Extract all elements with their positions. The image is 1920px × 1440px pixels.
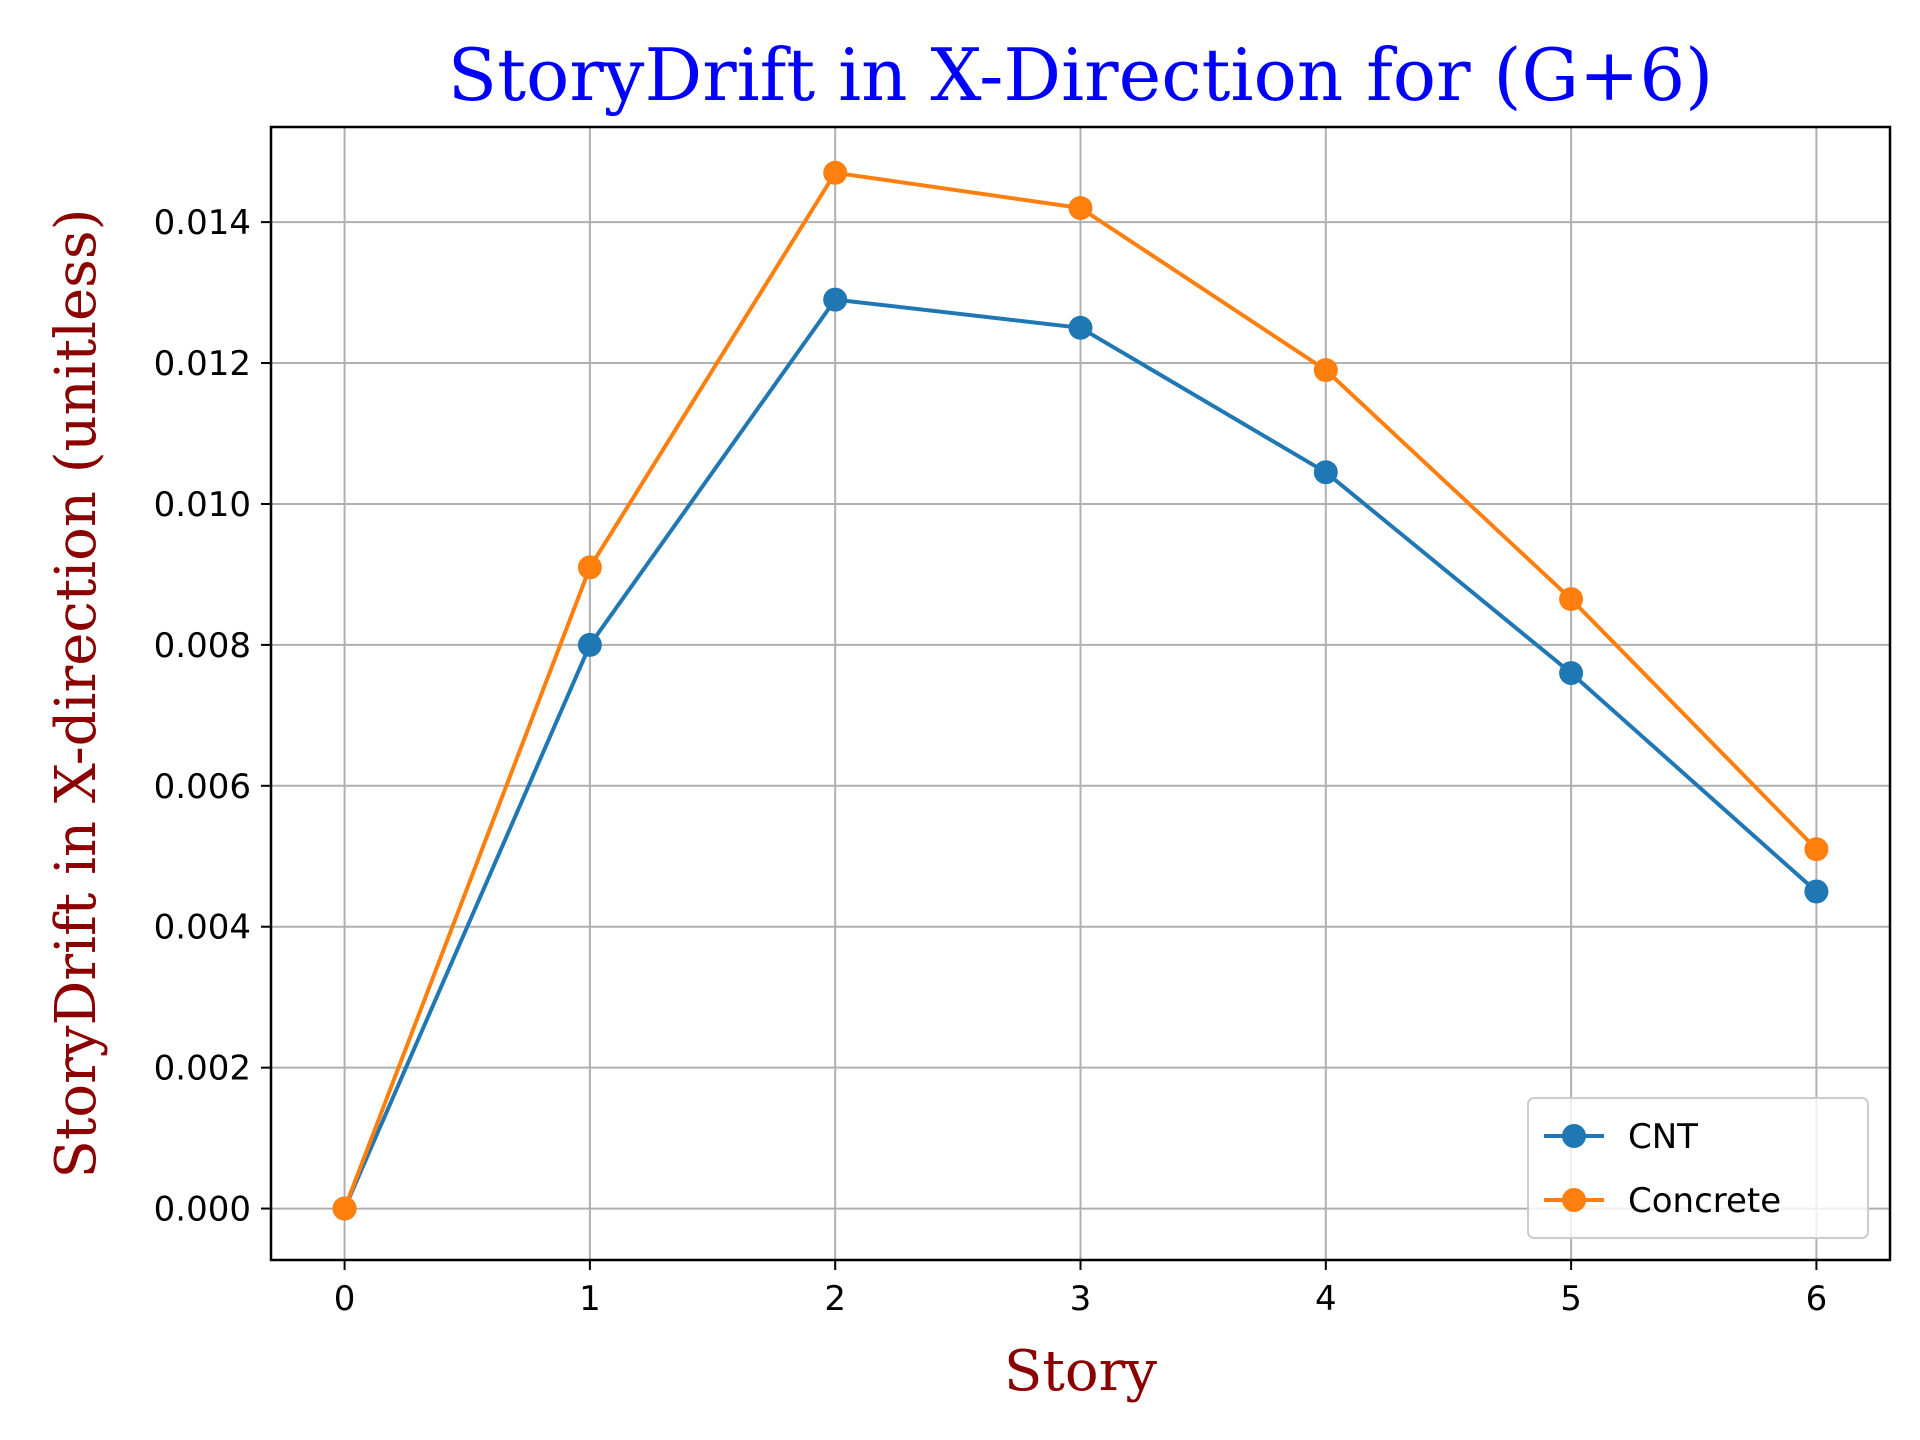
legend-box	[1527, 1097, 1869, 1239]
series-group	[332, 160, 1829, 1221]
series-cnt	[332, 287, 1829, 1221]
legend-label: CNT	[1628, 1117, 1698, 1157]
data-point	[1313, 358, 1338, 383]
data-point	[823, 160, 848, 185]
x-tick-label: 3	[1070, 1279, 1092, 1319]
data-point	[577, 632, 602, 657]
series-concrete	[332, 160, 1829, 1221]
data-point	[1559, 661, 1584, 686]
y-tick-label: 0.012	[154, 344, 251, 384]
y-axis-label: StoryDrift in X-direction (unitless)	[44, 209, 109, 1179]
x-tick-label: 1	[579, 1279, 601, 1319]
legend: CNT Concrete	[1527, 1097, 1869, 1239]
x-tick-label: 0	[334, 1279, 356, 1319]
legend-swatch-marker	[1562, 1188, 1586, 1212]
grid	[271, 127, 1890, 1260]
chart-title: StoryDrift in X-Direction for (G+6)	[448, 33, 1713, 117]
x-tick-label: 2	[824, 1279, 846, 1319]
x-axis-label: Story	[1004, 1339, 1157, 1404]
legend-label: Concrete	[1628, 1181, 1781, 1221]
legend-swatch-marker	[1562, 1124, 1586, 1148]
x-tick-label: 5	[1560, 1279, 1582, 1319]
x-tick-label: 4	[1315, 1279, 1337, 1319]
data-point	[823, 287, 848, 312]
data-point	[1068, 196, 1093, 221]
y-tick-label: 0.006	[154, 767, 251, 807]
x-tick-label: 6	[1806, 1279, 1828, 1319]
legend-item: Concrete	[1544, 1181, 1781, 1221]
legend-item: CNT	[1544, 1117, 1698, 1157]
data-point	[1804, 837, 1829, 862]
ticks: 0 1 2 3 4 5 6 0.000 0.002 0.004 0.006 0.008 0.010 0.0…	[154, 203, 1828, 1319]
data-point	[577, 555, 602, 580]
data-point	[332, 1196, 357, 1221]
data-point	[1559, 587, 1584, 612]
data-point	[1804, 879, 1829, 904]
y-tick-label: 0.002	[154, 1049, 251, 1089]
y-tick-label: 0.010	[154, 485, 251, 525]
data-point	[1313, 460, 1338, 485]
data-point	[1068, 315, 1093, 340]
y-tick-label: 0.014	[154, 203, 251, 243]
y-tick-label: 0.000	[154, 1190, 251, 1230]
y-tick-label: 0.008	[154, 626, 251, 666]
y-tick-label: 0.004	[154, 908, 251, 948]
